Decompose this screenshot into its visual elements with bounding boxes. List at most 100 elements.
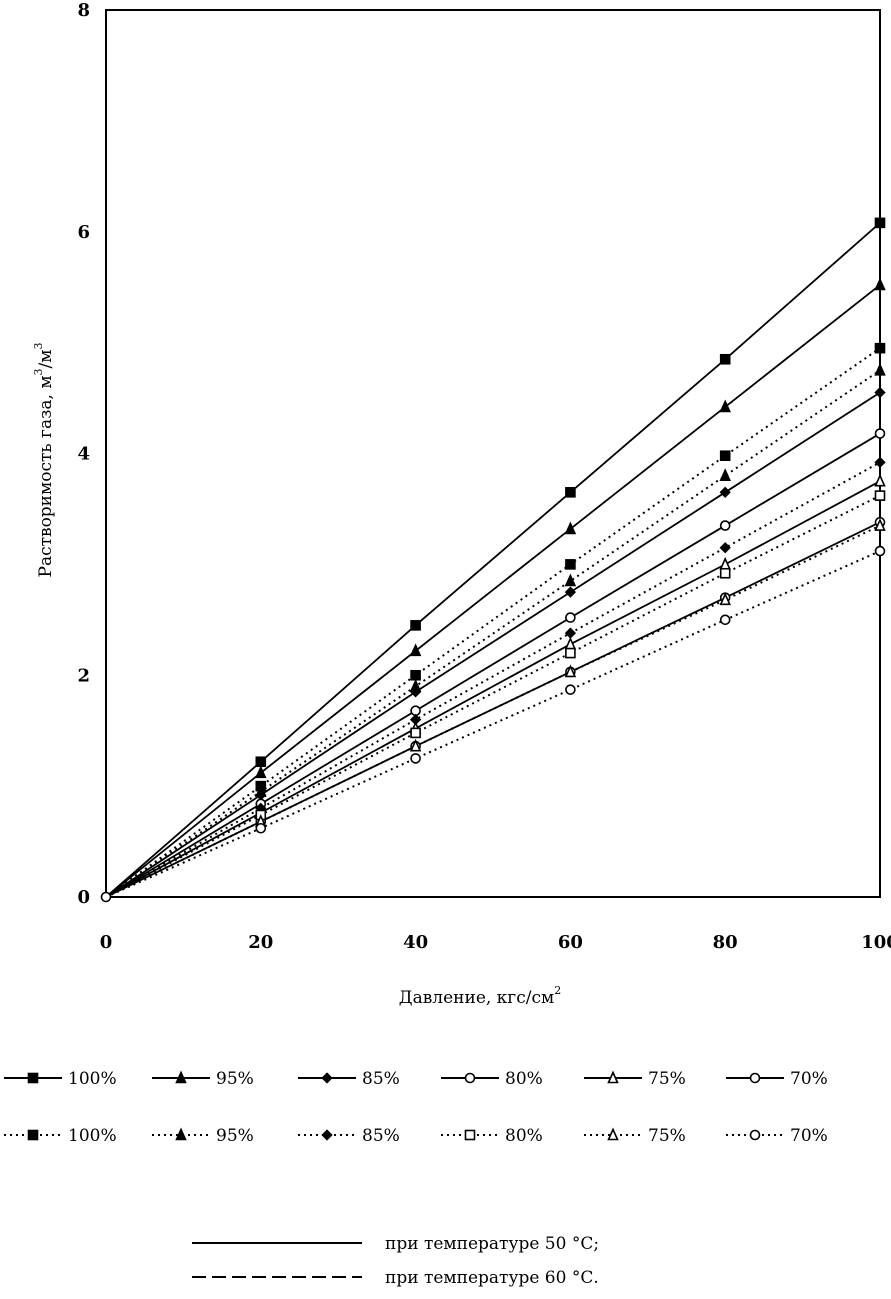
legend-label: 100% <box>68 1126 117 1146</box>
data-point <box>255 756 267 768</box>
data-point <box>410 753 421 764</box>
y-tick-label: 6 <box>77 222 90 243</box>
y-tick-label: 4 <box>77 444 90 465</box>
series-line-60-3 <box>105 494 881 898</box>
x-tick-label: 20 <box>248 932 273 953</box>
series-line-50-2 <box>105 391 881 898</box>
y-axis-title: Растворимость газа, м3/м3 <box>32 343 56 578</box>
data-point <box>874 342 886 354</box>
legend-item: 70% <box>726 1126 828 1146</box>
legend-swatch-marker <box>175 1127 187 1141</box>
data-point <box>564 573 577 587</box>
legend-label: 80% <box>505 1126 543 1146</box>
data-point <box>874 428 886 439</box>
series-line-50-3 <box>105 432 881 898</box>
x-axis-title: Давление, кгс/см2 <box>399 984 561 1008</box>
data-point <box>874 473 886 487</box>
x-tick-labels: 0 20 40 60 80 100 <box>100 932 891 953</box>
legend-swatch-marker <box>464 1129 476 1141</box>
legend-item: 95% <box>152 1126 254 1146</box>
legend: 100% 95% 85% 80% 75% 70% 100% 95% 85% 80% 75% 70% <box>4 1069 828 1146</box>
series-line-50-4 <box>105 480 881 898</box>
legend-swatch-marker <box>27 1129 39 1141</box>
data-point <box>874 362 886 376</box>
legend-item: 75% <box>584 1069 686 1089</box>
data-point <box>410 620 421 631</box>
legend-item: 100% <box>4 1069 117 1089</box>
data-point <box>564 586 577 598</box>
data-point <box>874 518 886 531</box>
data-point <box>719 353 731 365</box>
legend-swatch-marker <box>321 1129 333 1141</box>
series-markers <box>100 217 886 903</box>
legend-swatch-marker <box>607 1070 619 1084</box>
data-point <box>565 559 576 570</box>
data-point <box>410 727 421 739</box>
legend-item: 100% <box>4 1126 117 1146</box>
legend-swatch-marker <box>749 1072 761 1084</box>
data-point <box>874 386 886 399</box>
legend-label: 80% <box>505 1069 543 1089</box>
x-tick-label: 0 <box>100 932 113 953</box>
y-tick-label: 2 <box>77 665 90 686</box>
note-label: при температуре 60 °С. <box>385 1268 599 1288</box>
legend-label: 85% <box>362 1126 400 1146</box>
plot-area <box>105 9 881 898</box>
x-tick-label: 80 <box>713 932 738 953</box>
legend-item: 95% <box>152 1069 254 1089</box>
legend-label: 70% <box>790 1126 828 1146</box>
data-point <box>564 521 577 535</box>
legend-swatch-marker <box>27 1072 39 1084</box>
data-point <box>719 450 731 462</box>
data-point <box>874 277 886 291</box>
data-point <box>410 705 421 717</box>
legend-swatch-marker <box>749 1129 761 1141</box>
data-point <box>719 567 731 579</box>
series-line-60-4 <box>105 524 881 898</box>
data-point <box>874 456 886 469</box>
temperature-note: при температуре 60 °С. <box>192 1268 599 1288</box>
legend-label: 85% <box>362 1069 400 1089</box>
legend-item: 85% <box>298 1126 400 1146</box>
legend-label: 70% <box>790 1069 828 1089</box>
note-label: при температуре 50 °С; <box>385 1234 599 1254</box>
data-point <box>564 627 577 639</box>
legend-item: 85% <box>298 1069 400 1089</box>
data-point <box>719 592 731 606</box>
legend-swatch-marker <box>464 1072 476 1084</box>
data-point <box>410 669 421 681</box>
legend-swatch-marker <box>321 1072 333 1084</box>
data-point <box>719 399 731 413</box>
data-point <box>565 612 576 623</box>
legend-label: 100% <box>68 1069 117 1089</box>
data-point <box>255 784 267 797</box>
legend-item: 80% <box>441 1126 543 1146</box>
data-point <box>255 822 267 834</box>
series-line-50-0 <box>105 222 881 898</box>
data-point <box>874 217 886 229</box>
series-line-50-1 <box>105 284 881 898</box>
legend-swatch-marker <box>607 1127 619 1141</box>
data-point <box>719 542 731 554</box>
data-point <box>565 647 576 659</box>
data-point <box>874 490 886 501</box>
data-point <box>409 678 422 692</box>
data-point <box>874 545 886 557</box>
legend-label: 75% <box>648 1069 686 1089</box>
y-tick-label: 0 <box>77 887 90 908</box>
data-point <box>409 738 422 752</box>
data-point <box>719 468 731 481</box>
data-point <box>719 520 731 531</box>
x-tick-label: 40 <box>403 932 428 953</box>
legend-swatch-marker <box>175 1070 187 1084</box>
data-point <box>255 765 267 779</box>
data-point <box>565 487 576 498</box>
temperature-notes: при температуре 50 °С; при температуре 60… <box>192 1234 599 1288</box>
data-point <box>565 684 576 695</box>
x-tick-label: 100 <box>861 932 891 953</box>
data-point <box>719 614 731 626</box>
legend-item: 70% <box>726 1069 828 1089</box>
temperature-note: при температуре 50 °С; <box>192 1234 599 1254</box>
series-line-60-1 <box>105 369 881 898</box>
series-line-60-2 <box>105 461 881 898</box>
